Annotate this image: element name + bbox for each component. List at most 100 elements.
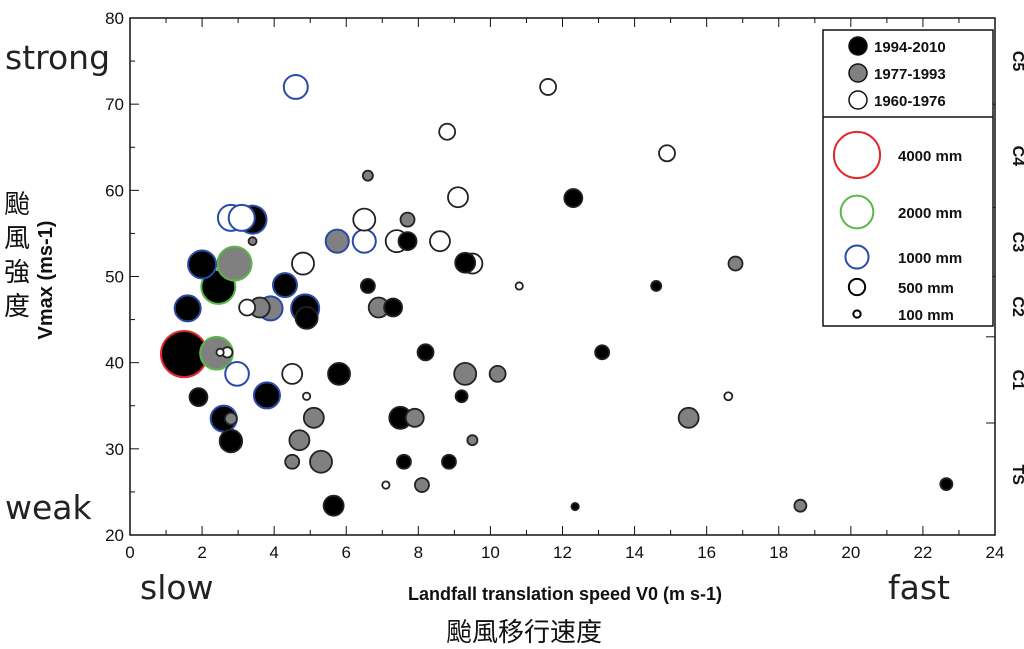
data-point-g	[288, 429, 311, 452]
data-point-o	[723, 391, 734, 402]
data-point-g	[488, 364, 507, 383]
data-point-o	[352, 207, 377, 232]
data-point-o	[282, 73, 309, 100]
data-point-b	[454, 251, 477, 274]
weak-annotation: weak	[5, 488, 92, 527]
data-point-g	[302, 406, 325, 429]
legend-label-period: 1994-2010	[874, 39, 946, 56]
data-point-b	[397, 231, 418, 252]
y-tick-label: 20	[105, 526, 124, 545]
legend-marker-1994-2010	[848, 36, 868, 56]
data-point-o	[238, 298, 257, 317]
data-point-b	[395, 453, 412, 470]
data-point-b	[322, 494, 345, 517]
x-tick-label: 4	[269, 543, 278, 562]
data-point-g	[793, 498, 808, 513]
data-point-g	[324, 228, 350, 254]
x-tick-label: 10	[481, 543, 500, 562]
legend-size-marker	[832, 130, 882, 180]
data-point-o	[429, 230, 451, 253]
data-point-b	[252, 381, 281, 410]
data-point-b	[650, 280, 663, 292]
data-point-g	[466, 434, 479, 447]
x-tick-label: 18	[769, 543, 788, 562]
legend-label-period: 1977-1993	[874, 66, 946, 83]
category-label-c3: C3	[1009, 232, 1024, 253]
x-tick-label: 2	[197, 543, 206, 562]
data-point-o	[351, 228, 377, 254]
x-tick-label: 8	[414, 543, 423, 562]
category-label-c2: C2	[1009, 296, 1024, 317]
legend-marker-1960-1976	[848, 90, 868, 110]
data-point-o	[539, 78, 557, 96]
x-tick-label: 14	[625, 543, 644, 562]
legend-size-marker	[847, 277, 867, 297]
x-tick-label: 22	[913, 543, 932, 562]
x-tick-label: 20	[841, 543, 860, 562]
y-label-chinese: 颱風強度	[4, 190, 31, 322]
category-label-c5: C5	[1009, 51, 1024, 72]
x-tick-label: 24	[986, 543, 1005, 562]
data-point-b	[416, 343, 435, 362]
data-point-b	[294, 305, 319, 330]
data-point-o	[227, 203, 256, 232]
data-point-b	[441, 453, 457, 470]
legend-marker-1977-1993	[848, 63, 868, 83]
data-point-o	[438, 122, 457, 141]
data-point-g	[284, 453, 301, 470]
slow-annotation: slow	[140, 568, 214, 607]
data-point-o	[514, 281, 524, 291]
y-tick-label: 80	[105, 9, 124, 28]
data-point-g	[361, 169, 374, 182]
legend-label-size: 2000 mm	[898, 205, 962, 222]
y-tick-label: 50	[105, 268, 124, 287]
legend-label-size: 1000 mm	[898, 250, 962, 267]
x-tick-label: 6	[342, 543, 351, 562]
data-point-b	[188, 387, 209, 407]
legend-size-marker	[852, 309, 862, 319]
x-tick-label: 0	[125, 543, 134, 562]
legend-label-size: 500 mm	[898, 280, 954, 297]
y-tick-label: 60	[105, 181, 124, 200]
x-label-chinese: 颱風移行速度	[446, 618, 603, 648]
data-point-b	[187, 249, 218, 280]
y-axis-title: Vmax (ms-1)	[35, 221, 57, 340]
data-point-b	[383, 297, 404, 318]
legend-size-marker	[844, 244, 870, 270]
data-point-b	[359, 278, 376, 294]
data-point-o	[447, 186, 469, 209]
data-point-b	[594, 344, 611, 361]
category-label-c4: C4	[1009, 146, 1024, 167]
category-label-ts: TS	[1009, 464, 1024, 485]
y-tick-label: 30	[105, 440, 124, 459]
data-point-b	[271, 272, 298, 299]
data-point-o	[215, 347, 225, 357]
legend: 1994-2010 1977-1993 1960-1976 4000 mm 2000 m…	[822, 29, 994, 327]
data-point-b	[563, 188, 584, 209]
data-point-g	[404, 407, 425, 428]
data-point-g	[247, 236, 258, 247]
legend-label-size: 4000 mm	[898, 148, 962, 165]
x-tick-label: 16	[697, 543, 716, 562]
data-point-o	[224, 361, 250, 387]
data-point-g	[309, 449, 333, 474]
data-point-o	[291, 251, 315, 276]
data-point-o	[281, 362, 304, 385]
data-point-o	[658, 144, 676, 163]
x-axis-title: Landfall translation speed V0 (m s-1)	[408, 584, 722, 604]
data-point-b	[570, 502, 580, 512]
data-point-g	[677, 406, 700, 429]
data-point-g	[216, 245, 253, 282]
data-point-o	[302, 391, 312, 401]
data-point-b	[939, 477, 954, 492]
y-tick-label: 40	[105, 354, 124, 373]
data-point-o	[381, 480, 391, 490]
data-point-b	[327, 361, 351, 386]
data-point-b	[218, 428, 244, 454]
x-tick-label: 12	[553, 543, 572, 562]
fast-annotation: fast	[888, 568, 950, 607]
data-point-b	[454, 389, 469, 404]
data-point-g	[399, 211, 416, 228]
